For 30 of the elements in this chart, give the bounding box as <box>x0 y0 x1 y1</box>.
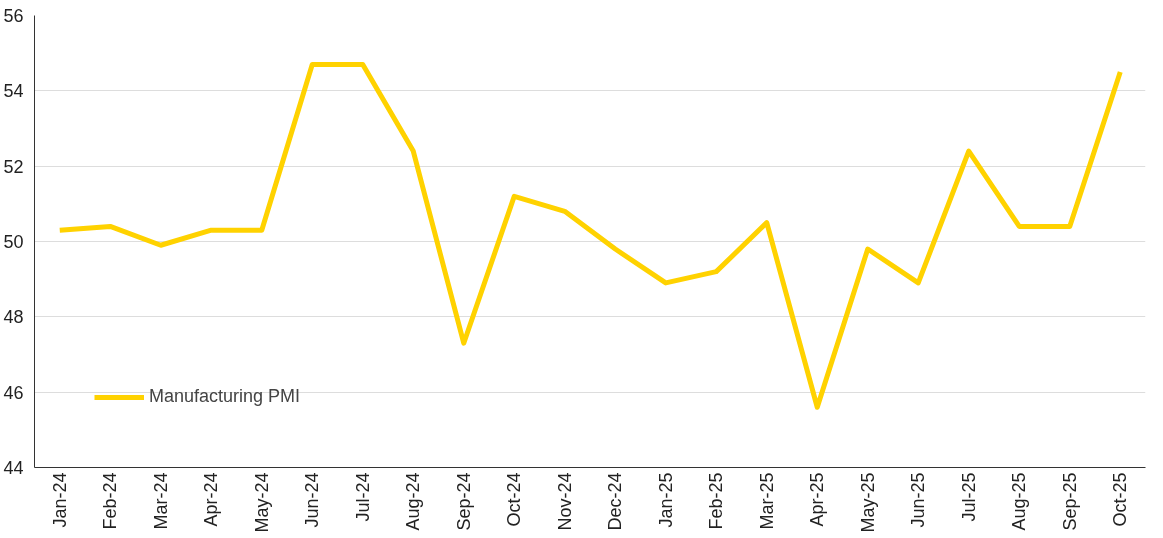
x-tick-label: Sep-24 <box>453 472 474 531</box>
y-tick-label: 46 <box>3 382 24 403</box>
y-tick-label: 52 <box>3 156 24 177</box>
x-tick-label: Feb-25 <box>706 472 727 530</box>
x-tick-label: Jul-25 <box>958 472 979 522</box>
y-tick-label: 44 <box>3 458 24 478</box>
x-tick-label: Oct-24 <box>504 472 525 527</box>
x-tick-label: Mar-25 <box>756 472 777 530</box>
x-tick-label: Aug-24 <box>403 472 424 531</box>
x-tick-label: Nov-24 <box>554 472 575 531</box>
y-tick-label: 50 <box>3 232 24 252</box>
y-tick-label: 56 <box>3 6 24 26</box>
x-tick-label: Jan-24 <box>49 472 70 528</box>
x-tick-label: Feb-24 <box>100 472 121 530</box>
x-tick-label: Mar-24 <box>150 472 171 530</box>
y-tick-label: 48 <box>3 307 24 328</box>
y-tick-label: 54 <box>3 81 24 102</box>
x-tick-label: Jun-25 <box>908 472 929 528</box>
x-tick-label: May-25 <box>857 472 878 533</box>
legend-label: Manufacturing PMI <box>149 386 301 407</box>
x-tick-label: Jun-24 <box>302 472 323 528</box>
x-tick-label: Jul-24 <box>352 472 373 522</box>
x-tick-label: Dec-24 <box>605 472 626 531</box>
x-tick-label: Sep-25 <box>1059 472 1080 531</box>
x-tick-label: Aug-25 <box>1009 472 1030 531</box>
x-tick-label: Jan-25 <box>655 472 676 528</box>
x-tick-label: May-24 <box>251 472 272 533</box>
x-tick-label: Apr-24 <box>201 472 222 527</box>
x-tick-label: Oct-25 <box>1110 472 1131 527</box>
x-tick-label: Apr-25 <box>807 472 828 527</box>
